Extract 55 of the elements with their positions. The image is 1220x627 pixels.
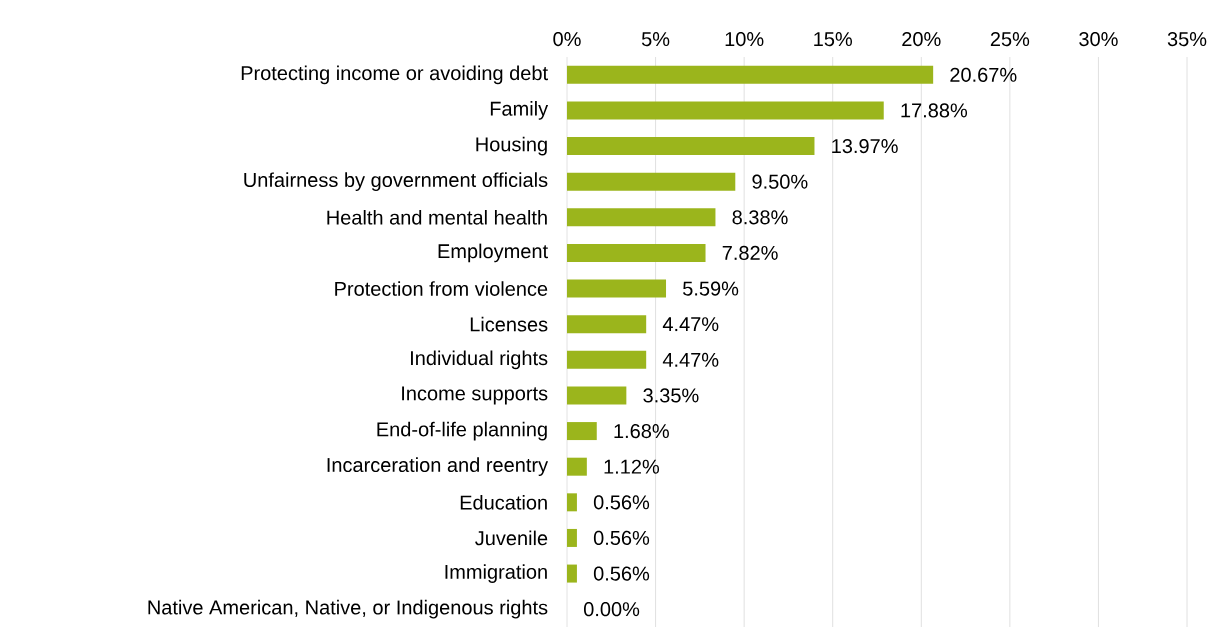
bar [567,528,577,547]
data-label: 3.35% [643,388,699,403]
y-tick-label: Family [490,101,549,120]
data-label: 0.56% [593,566,650,581]
bar [567,279,667,298]
bar [567,564,577,583]
bar [567,243,706,262]
data-label: 8.38% [732,210,788,225]
y-tick-label: Employment [438,243,548,263]
bar [567,137,815,156]
data-label: 17.88% [901,103,968,118]
y-tick-label: Juvenile [475,530,548,546]
data-label: 4.47% [662,317,719,332]
data-label: 0.56% [593,495,650,510]
y-tick-label: Native American, Native, or Indigenous rights [148,599,548,619]
data-label: 5.59% [683,281,739,296]
data-label: 0.56% [593,530,650,546]
data-label: 0.00% [583,602,640,617]
y-tick-label: Licenses [470,316,548,332]
data-label: 9.50% [752,174,808,189]
bar [567,386,627,405]
y-tick-label: Individual rights [411,350,548,370]
y-tick-label: Unfairness by government officials [244,172,548,192]
y-tick-label: Income supports [402,386,548,405]
x-tick-label: 0% [553,31,581,47]
data-label: 1.12% [604,459,660,474]
y-tick-label: End-of-life planning [377,421,547,441]
bar [567,457,587,476]
y-tick-label: Incarceration and reentry [327,457,549,477]
bar [567,493,577,512]
x-tick-label: 20% [902,31,941,47]
x-tick-label: 10% [725,31,764,47]
y-tick-label: Housing [476,136,547,156]
bar [567,315,647,334]
bar [567,101,884,120]
x-tick-label: 5% [641,32,670,47]
data-label: 13.97% [832,138,898,154]
bar [567,422,597,441]
data-label: 1.68% [614,423,669,439]
data-label: 20.67% [950,67,1017,82]
bar [567,65,934,84]
y-tick-label: Protection from violence [335,281,548,296]
x-tick-label: 35% [1167,31,1207,47]
bar [567,350,647,369]
y-tick-label: Education [460,494,547,510]
x-tick-label: 30% [1079,31,1118,47]
x-tick-label: 25% [990,31,1030,47]
bar [567,208,716,227]
bar [567,172,736,191]
y-tick-label: Health and mental health [327,209,547,225]
y-tick-label: Immigration [445,564,547,583]
y-tick-label: Protecting income or avoiding debt [241,65,548,85]
data-label: 4.47% [662,352,719,367]
data-label: 7.82% [722,245,778,261]
x-tick-label: 15% [814,32,853,47]
